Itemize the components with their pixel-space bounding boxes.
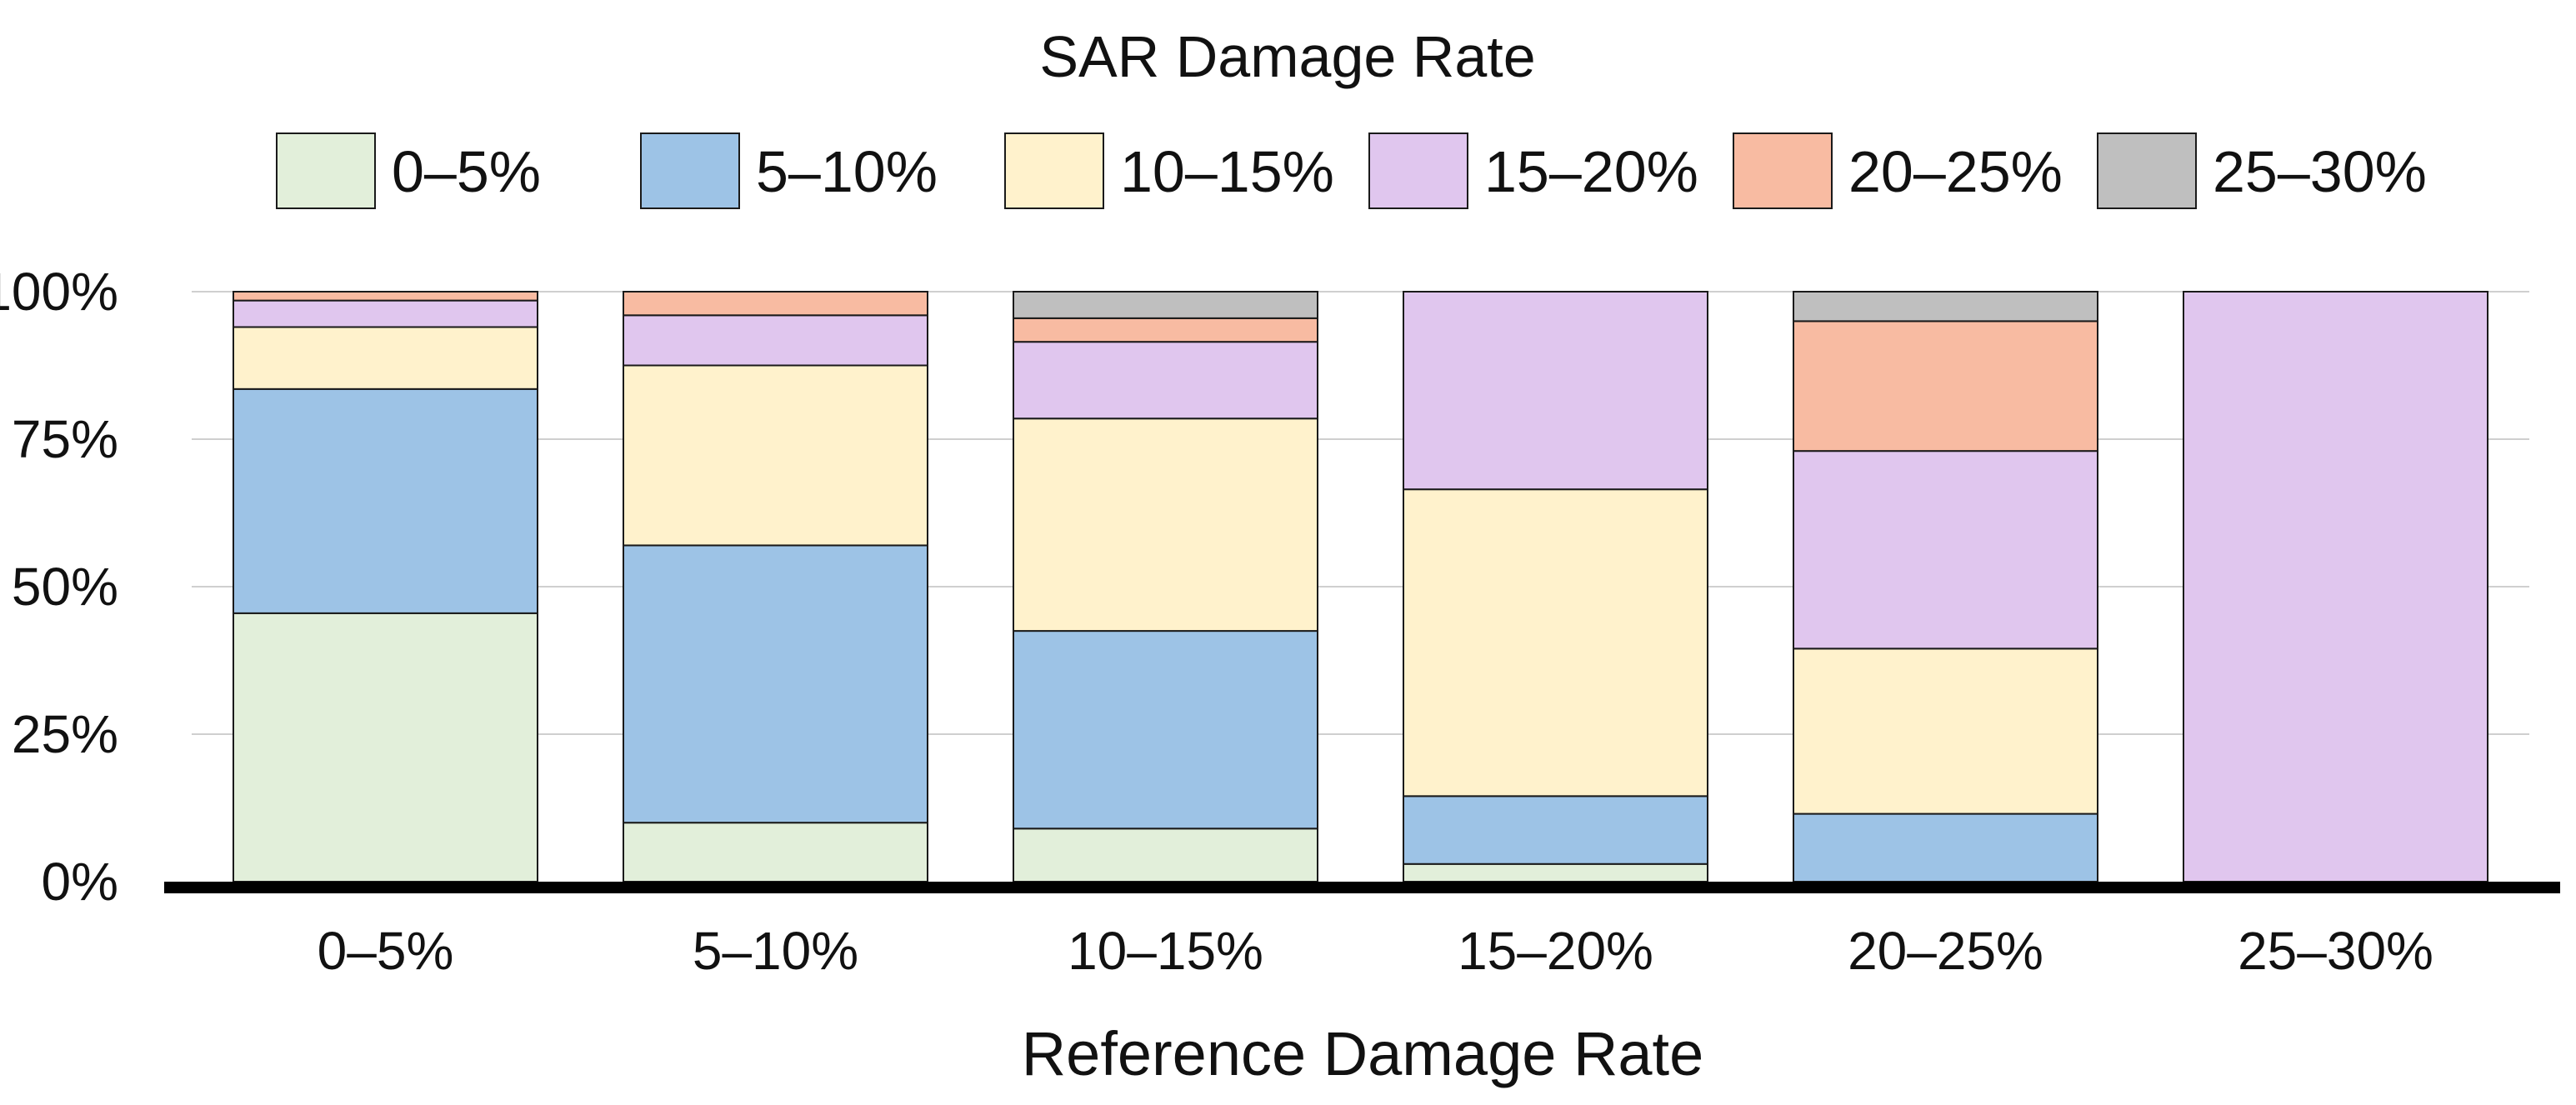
bar-segment — [623, 291, 928, 317]
legend-item: 0–5% — [276, 132, 541, 209]
bar-segment — [1793, 648, 2098, 815]
bar-segment — [1013, 341, 1318, 420]
bar-segment — [2183, 291, 2488, 882]
bar-segment — [1403, 795, 1708, 865]
legend-label: 15–20% — [1484, 139, 1698, 204]
legend-item: 5–10% — [640, 132, 938, 209]
bar-segment — [1013, 630, 1318, 830]
bar-segment — [1793, 291, 2098, 322]
bar-segment — [1403, 291, 1708, 491]
bar-segment — [1403, 488, 1708, 798]
y-tick-label: 25% — [12, 704, 118, 764]
gridlines — [192, 291, 2529, 735]
x-tick-label: 25–30% — [2238, 921, 2433, 981]
legend-label: 20–25% — [1848, 139, 2063, 204]
bar-segment — [623, 822, 928, 883]
legend-swatch — [640, 132, 740, 209]
y-tick-label: 50% — [12, 557, 118, 617]
bar-group — [1793, 291, 2098, 883]
y-tick-label: 100% — [0, 262, 118, 322]
legend-label: 5–10% — [756, 139, 938, 204]
bar-segment — [1013, 291, 1318, 319]
legend-swatch — [2097, 132, 2197, 209]
legend-swatch — [1368, 132, 1468, 209]
chart-title: SAR Damage Rate — [1039, 24, 1535, 89]
x-tick-label: 20–25% — [1848, 921, 2043, 981]
x-axis-title: Reference Damage Rate — [1022, 1019, 1704, 1088]
legend-swatch — [276, 132, 376, 209]
bar-segment — [1793, 450, 2098, 650]
x-tick-label: 5–10% — [693, 921, 858, 981]
legend-label: 25–30% — [2213, 139, 2427, 204]
legend: 0–5% 5–10% 10–15% 15–20% 20–25% 25–30% — [276, 132, 2427, 209]
bar-group — [623, 291, 928, 883]
y-tick-label: 0% — [42, 852, 119, 912]
bar-segment — [233, 388, 538, 614]
bar-segment — [1403, 862, 1708, 883]
bar-segment — [233, 612, 538, 882]
x-tick-label: 0–5% — [318, 921, 454, 981]
bar-segment — [233, 326, 538, 390]
legend-item: 25–30% — [2097, 132, 2427, 209]
legend-item: 20–25% — [1733, 132, 2063, 209]
legend-item: 15–20% — [1368, 132, 1698, 209]
legend-label: 0–5% — [392, 139, 541, 204]
bar-segment — [1013, 317, 1318, 343]
x-tick-label: 15–20% — [1458, 921, 1653, 981]
bar-group — [1403, 291, 1708, 883]
legend-swatch — [1004, 132, 1104, 209]
bar-segment — [1013, 828, 1318, 883]
bar-segment — [1793, 320, 2098, 452]
bar-segment — [1013, 418, 1318, 632]
y-tick-label: 75% — [12, 409, 118, 469]
bar-segment — [623, 544, 928, 824]
bars — [233, 291, 2488, 883]
bar-segment — [623, 364, 928, 547]
x-axis-ticks: 0–5% 5–10% 10–15% 15–20% 20–25% 25–30% — [318, 921, 2433, 981]
bar-segment — [1793, 812, 2098, 883]
legend-label: 10–15% — [1120, 139, 1334, 204]
bar-group — [233, 291, 538, 882]
bar-segment — [233, 299, 538, 328]
y-axis-ticks: 0% 25% 50% 75% 100% — [0, 262, 118, 912]
x-tick-label: 10–15% — [1068, 921, 1263, 981]
legend-swatch — [1733, 132, 1833, 209]
bar-group — [2183, 291, 2488, 882]
legend-item: 10–15% — [1004, 132, 1334, 209]
bar-segment — [623, 314, 928, 367]
bar-group — [1013, 291, 1318, 883]
bar-segment — [233, 291, 538, 302]
